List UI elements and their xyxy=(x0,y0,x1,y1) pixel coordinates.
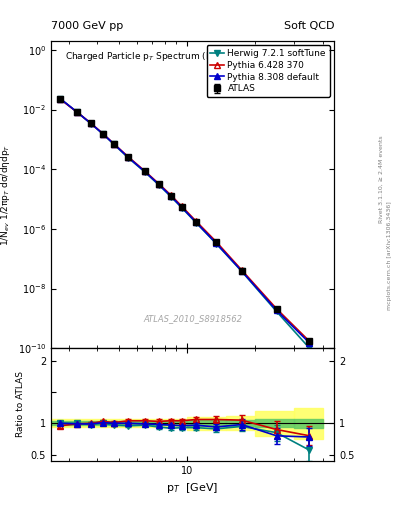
Pythia 6.428 370 xyxy=(101,131,105,137)
Line: Pythia 8.308 default: Pythia 8.308 default xyxy=(58,96,312,346)
Pythia 8.308 default xyxy=(307,340,312,346)
Bar xyxy=(294,408,323,439)
Y-axis label: Ratio to ATLAS: Ratio to ATLAS xyxy=(16,372,25,437)
Y-axis label: 1/N$_{ev}$ 1/2πp$_T$ dσ/dηdp$_T$: 1/N$_{ev}$ 1/2πp$_T$ dσ/dηdp$_T$ xyxy=(0,143,12,246)
Pythia 8.308 default xyxy=(74,109,79,115)
Pythia 8.308 default xyxy=(156,181,161,187)
X-axis label: p$_T$  [GeV]: p$_T$ [GeV] xyxy=(167,481,219,495)
Bar xyxy=(159,421,187,425)
Pythia 6.428 370 xyxy=(180,203,184,209)
Pythia 6.428 370 xyxy=(112,141,116,147)
Text: mcplots.cern.ch [arXiv:1306.3436]: mcplots.cern.ch [arXiv:1306.3436] xyxy=(387,202,391,310)
Herwig 7.2.1 softTune xyxy=(126,155,130,161)
Line: Pythia 6.428 370: Pythia 6.428 370 xyxy=(58,97,312,344)
Pythia 8.308 default xyxy=(214,240,219,246)
Bar xyxy=(119,419,159,427)
Pythia 6.428 370 xyxy=(74,109,79,115)
Herwig 7.2.1 softTune xyxy=(274,308,279,314)
Bar xyxy=(255,419,294,427)
Bar xyxy=(51,419,119,427)
Legend: Herwig 7.2.1 softTune, Pythia 6.428 370, Pythia 8.308 default, ATLAS: Herwig 7.2.1 softTune, Pythia 6.428 370,… xyxy=(207,46,330,97)
Herwig 7.2.1 softTune xyxy=(194,220,198,226)
Herwig 7.2.1 softTune xyxy=(169,194,173,200)
Pythia 6.428 370 xyxy=(126,154,130,160)
Pythia 6.428 370 xyxy=(88,120,93,126)
Pythia 8.308 default xyxy=(126,154,130,160)
Pythia 6.428 370 xyxy=(142,168,147,174)
Bar xyxy=(187,420,226,426)
Bar xyxy=(187,417,226,430)
Herwig 7.2.1 softTune xyxy=(112,141,116,147)
Bar xyxy=(119,421,159,425)
Text: Rivet 3.1.10, ≥ 2.4M events: Rivet 3.1.10, ≥ 2.4M events xyxy=(379,135,384,223)
Pythia 8.308 default xyxy=(169,193,173,199)
Herwig 7.2.1 softTune xyxy=(239,268,244,274)
Herwig 7.2.1 softTune xyxy=(142,169,147,175)
Pythia 6.428 370 xyxy=(307,338,312,345)
Herwig 7.2.1 softTune xyxy=(58,96,63,102)
Line: Herwig 7.2.1 softTune: Herwig 7.2.1 softTune xyxy=(58,96,312,351)
Pythia 6.428 370 xyxy=(58,96,63,102)
Text: Charged Particle p$_T$ Spectrum (N$_{ch}$ > 1, p$_T$ > 2.5 GeV): Charged Particle p$_T$ Spectrum (N$_{ch}… xyxy=(65,50,309,63)
Pythia 6.428 370 xyxy=(214,239,219,245)
Text: ATLAS_2010_S8918562: ATLAS_2010_S8918562 xyxy=(143,314,242,324)
Pythia 8.308 default xyxy=(112,141,116,147)
Pythia 8.308 default xyxy=(274,307,279,313)
Bar xyxy=(51,421,119,425)
Pythia 6.428 370 xyxy=(156,181,161,187)
Bar xyxy=(255,411,294,436)
Herwig 7.2.1 softTune xyxy=(307,345,312,351)
Pythia 6.428 370 xyxy=(239,267,244,273)
Herwig 7.2.1 softTune xyxy=(74,109,79,115)
Bar xyxy=(226,420,255,426)
Bar xyxy=(294,419,323,428)
Bar xyxy=(226,416,255,430)
Herwig 7.2.1 softTune xyxy=(214,241,219,247)
Herwig 7.2.1 softTune xyxy=(156,182,161,188)
Text: Soft QCD: Soft QCD xyxy=(284,20,334,31)
Pythia 8.308 default xyxy=(180,204,184,210)
Pythia 6.428 370 xyxy=(194,218,198,224)
Pythia 8.308 default xyxy=(88,120,93,126)
Herwig 7.2.1 softTune xyxy=(180,205,184,211)
Herwig 7.2.1 softTune xyxy=(101,131,105,137)
Bar xyxy=(159,419,187,427)
Pythia 6.428 370 xyxy=(169,192,173,198)
Herwig 7.2.1 softTune xyxy=(88,120,93,126)
Pythia 8.308 default xyxy=(58,96,63,102)
Pythia 8.308 default xyxy=(142,168,147,175)
Pythia 6.428 370 xyxy=(274,306,279,312)
Pythia 8.308 default xyxy=(239,268,244,274)
Pythia 8.308 default xyxy=(101,131,105,137)
Pythia 8.308 default xyxy=(194,219,198,225)
Text: 7000 GeV pp: 7000 GeV pp xyxy=(51,20,123,31)
